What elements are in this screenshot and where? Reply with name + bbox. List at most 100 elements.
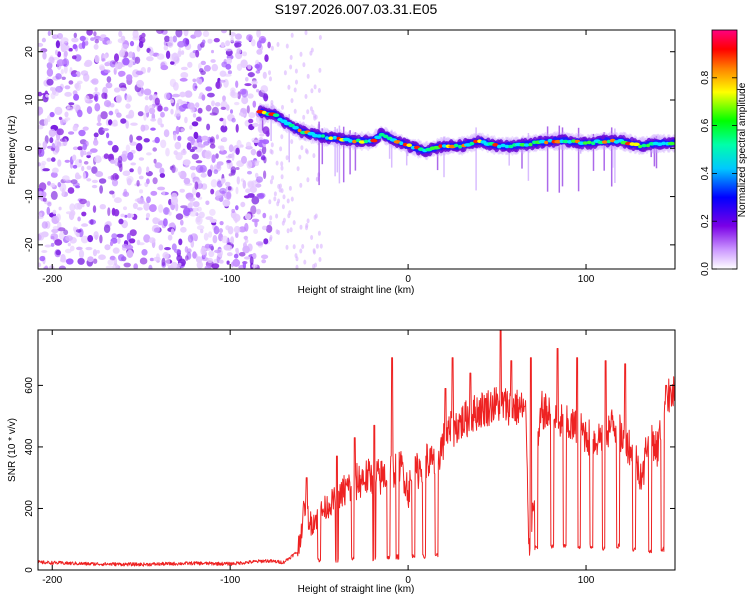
signal-peak bbox=[641, 143, 647, 148]
noise-speckle bbox=[164, 247, 171, 251]
snr-frame bbox=[37, 329, 676, 571]
noise-speckle bbox=[221, 136, 228, 143]
noise-speckle bbox=[157, 186, 166, 191]
signal-peak bbox=[586, 140, 592, 145]
noise-speckle bbox=[56, 213, 61, 222]
noise-speckle bbox=[66, 258, 74, 265]
noise-speckle bbox=[143, 88, 152, 96]
noise-speckle bbox=[226, 57, 233, 65]
noise-speckle bbox=[93, 43, 99, 50]
noise-speckle bbox=[220, 125, 228, 133]
noise-speckle bbox=[219, 117, 224, 122]
noise-speckle bbox=[60, 37, 69, 44]
noise-speckle bbox=[77, 109, 83, 118]
noise-speckle bbox=[230, 109, 233, 114]
noise-speckle bbox=[55, 73, 62, 80]
noise-speckle bbox=[54, 239, 63, 246]
spectrogram-x-tick-label: -100 bbox=[220, 274, 240, 285]
noise-speckle bbox=[205, 200, 210, 206]
noise-speckle bbox=[204, 150, 212, 160]
noise-speckle bbox=[125, 94, 132, 103]
noise-speckle bbox=[235, 123, 239, 133]
signal-peak bbox=[370, 138, 378, 143]
noise-speckle bbox=[186, 142, 192, 151]
noise-speckle bbox=[72, 164, 78, 169]
noise-speckle bbox=[228, 173, 233, 177]
noise-speckle bbox=[227, 186, 232, 191]
noise-speckle bbox=[68, 131, 75, 135]
noise-speckle bbox=[174, 141, 182, 150]
noise-speckle bbox=[180, 128, 185, 132]
noise-speckle bbox=[64, 159, 71, 163]
noise-speckle bbox=[71, 73, 78, 78]
noise-speckle bbox=[170, 108, 174, 115]
noise-speckle bbox=[289, 227, 293, 233]
noise-speckle bbox=[107, 207, 111, 217]
noise-speckle bbox=[189, 210, 197, 217]
snr-x-tick-label: -100 bbox=[220, 575, 240, 586]
noise-speckle bbox=[38, 142, 42, 147]
noise-speckle bbox=[169, 99, 175, 104]
noise-speckle bbox=[83, 61, 92, 67]
noise-speckle bbox=[64, 91, 72, 97]
noise-speckle bbox=[265, 130, 270, 137]
noise-speckle bbox=[143, 112, 147, 121]
noise-speckle bbox=[213, 38, 220, 43]
noise-speckle bbox=[72, 125, 78, 132]
noise-speckle bbox=[98, 127, 105, 135]
noise-speckle bbox=[261, 145, 267, 155]
noise-speckle bbox=[74, 203, 81, 210]
noise-speckle bbox=[57, 51, 62, 58]
noise-speckle bbox=[167, 265, 174, 269]
noise-speckle bbox=[306, 109, 310, 115]
noise-speckle bbox=[268, 199, 272, 205]
noise-speckle bbox=[42, 51, 47, 60]
spectrogram-y-tick-label: 10 bbox=[24, 94, 35, 106]
noise-speckle bbox=[160, 111, 165, 118]
signal-peak bbox=[544, 140, 549, 145]
signal-peak bbox=[632, 142, 640, 147]
noise-speckle bbox=[82, 171, 86, 180]
noise-speckle bbox=[251, 264, 258, 268]
noise-speckle bbox=[205, 104, 212, 112]
noise-speckle bbox=[195, 102, 200, 108]
noise-speckle bbox=[257, 194, 265, 200]
noise-speckle bbox=[113, 87, 121, 93]
noise-speckle bbox=[165, 147, 170, 157]
noise-speckle bbox=[177, 171, 182, 176]
noise-speckle bbox=[77, 146, 83, 151]
noise-speckle bbox=[167, 39, 174, 48]
noise-speckle bbox=[73, 32, 78, 38]
noise-speckle bbox=[143, 202, 150, 211]
noise-speckle bbox=[254, 172, 259, 178]
signal-peak bbox=[661, 141, 667, 146]
noise-speckle bbox=[179, 188, 185, 193]
spectrogram-y-tick-label: 0 bbox=[24, 145, 35, 151]
signal-peak bbox=[441, 144, 447, 148]
noise-speckle bbox=[311, 109, 315, 115]
noise-speckle bbox=[230, 166, 237, 174]
noise-speckle bbox=[157, 117, 163, 126]
noise-speckle bbox=[281, 204, 285, 210]
noise-speckle bbox=[237, 91, 241, 100]
signal-peak bbox=[383, 134, 389, 139]
noise-speckle bbox=[305, 149, 309, 155]
noise-speckle bbox=[173, 82, 179, 91]
noise-speckle bbox=[47, 181, 51, 186]
noise-speckle bbox=[121, 44, 129, 49]
noise-speckle bbox=[275, 213, 279, 219]
noise-speckle bbox=[235, 232, 239, 238]
spectrogram-y-ticks: -20 -10 0 10 20 bbox=[24, 46, 675, 252]
noise-speckle bbox=[200, 247, 207, 256]
noise-speckle bbox=[196, 206, 202, 212]
noise-speckle bbox=[99, 66, 105, 71]
noise-speckle bbox=[159, 173, 166, 178]
signal-peak bbox=[363, 139, 369, 144]
noise-speckle bbox=[235, 186, 239, 195]
noise-speckle bbox=[176, 265, 180, 269]
noise-speckle bbox=[318, 67, 322, 73]
noise-speckle bbox=[192, 78, 197, 83]
noise-speckle bbox=[240, 59, 248, 68]
noise-speckle bbox=[39, 255, 46, 262]
noise-speckle bbox=[43, 118, 49, 126]
